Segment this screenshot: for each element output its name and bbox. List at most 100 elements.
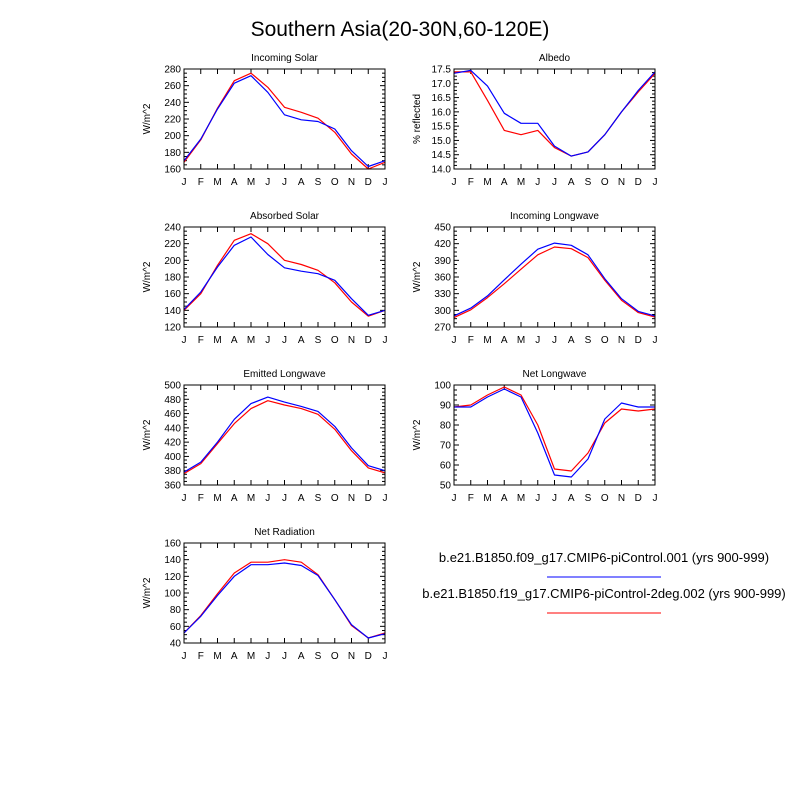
y-tick-label: 200 <box>164 256 181 267</box>
plot-frame <box>183 68 386 170</box>
x-tick-label: A <box>568 335 575 346</box>
series-line-blue <box>183 236 386 316</box>
y-tick-label: 260 <box>164 81 181 92</box>
y-tick-label: 360 <box>164 481 181 492</box>
y-tick-label: 14.0 <box>432 165 452 176</box>
x-tick-label: M <box>247 493 255 504</box>
x-tick-label: A <box>231 335 238 346</box>
y-tick-label: 440 <box>164 423 181 434</box>
x-tick-label: J <box>452 335 457 346</box>
x-tick-label: A <box>231 651 238 662</box>
x-tick-label: F <box>198 651 204 662</box>
series-line-blue <box>183 75 386 168</box>
x-tick-label: J <box>182 651 187 662</box>
plot-frame <box>453 384 656 486</box>
x-tick-label: M <box>517 335 525 346</box>
x-tick-label: D <box>365 493 372 504</box>
x-tick-label: A <box>231 493 238 504</box>
series-line-blue <box>183 396 386 473</box>
x-tick-label: F <box>198 493 204 504</box>
y-tick-label: 120 <box>164 572 181 583</box>
x-tick-label: J <box>265 177 270 188</box>
panel-title: Incoming Solar <box>251 53 318 64</box>
panel-title: Absorbed Solar <box>250 211 320 222</box>
y-axis-label: W/m^2 <box>142 103 153 134</box>
series-line-red <box>183 233 386 317</box>
y-axis-label: W/m^2 <box>142 419 153 450</box>
x-tick-label: S <box>585 335 592 346</box>
y-tick-label: 450 <box>434 223 451 234</box>
panel-absorbed-solar: Absorbed Solar W/m^2 120 140 160 180 200 220 240… <box>142 211 388 346</box>
y-tick-label: 480 <box>164 395 181 406</box>
y-tick-label: 140 <box>164 555 181 566</box>
y-tick-label: 80 <box>170 605 182 616</box>
y-tick-label: 220 <box>164 115 181 126</box>
y-tick-label: 80 <box>440 421 452 432</box>
x-tick-label: A <box>568 177 575 188</box>
y-tick-label: 15.0 <box>432 136 452 147</box>
x-tick-label: M <box>483 177 491 188</box>
y-tick-label: 160 <box>164 289 181 300</box>
y-tick-label: 100 <box>164 589 181 600</box>
x-tick-label: J <box>535 177 540 188</box>
panel-incoming-solar: Incoming Solar W/m^2 160 180 200 220 240 260 280… <box>142 53 388 188</box>
plot-frame <box>183 542 386 644</box>
x-tick-label: J <box>653 177 658 188</box>
x-tick-label: J <box>452 493 457 504</box>
panel-title: Incoming Longwave <box>510 211 599 222</box>
y-tick-label: 330 <box>434 289 451 300</box>
x-tick-label: J <box>552 335 557 346</box>
y-tick-label: 90 <box>440 401 452 412</box>
y-tick-label: 60 <box>170 622 182 633</box>
y-axis-label: W/m^2 <box>412 261 423 292</box>
y-axis-label: W/m^2 <box>142 261 153 292</box>
x-tick-label: N <box>348 493 355 504</box>
x-tick-label: A <box>568 493 575 504</box>
x-tick-label: A <box>298 177 305 188</box>
x-tick-label: M <box>517 177 525 188</box>
y-tick-label: 140 <box>164 306 181 317</box>
x-tick-label: O <box>601 177 609 188</box>
x-tick-label: O <box>331 335 339 346</box>
x-tick-label: J <box>653 335 658 346</box>
y-tick-label: 160 <box>164 539 181 550</box>
x-tick-label: M <box>483 493 491 504</box>
y-tick-label: 70 <box>440 441 452 452</box>
y-tick-label: 240 <box>164 98 181 109</box>
y-tick-label: 100 <box>434 381 451 392</box>
y-tick-label: 360 <box>434 273 451 284</box>
x-tick-label: D <box>365 177 372 188</box>
x-tick-label: N <box>348 177 355 188</box>
x-tick-label: D <box>365 651 372 662</box>
y-tick-label: 120 <box>164 323 181 334</box>
x-tick-label: J <box>653 493 658 504</box>
x-tick-label: J <box>282 493 287 504</box>
panel-title: Albedo <box>539 53 571 64</box>
x-tick-label: F <box>468 335 474 346</box>
x-tick-label: S <box>585 493 592 504</box>
panel-title: Net Longwave <box>523 369 587 380</box>
plot-frame <box>453 226 656 328</box>
plot-frame <box>453 68 656 170</box>
x-tick-label: D <box>635 335 642 346</box>
x-tick-label: S <box>315 177 322 188</box>
x-tick-label: J <box>383 651 388 662</box>
series-line-blue <box>453 242 656 317</box>
y-tick-label: 390 <box>434 256 451 267</box>
panel-incoming-longwave: Incoming Longwave W/m^2 270 300 330 360 390 420… <box>412 211 658 346</box>
x-tick-label: J <box>182 335 187 346</box>
x-tick-label: O <box>331 177 339 188</box>
x-tick-label: S <box>315 493 322 504</box>
x-tick-label: J <box>282 177 287 188</box>
x-tick-label: S <box>585 177 592 188</box>
y-tick-label: 240 <box>164 223 181 234</box>
x-tick-label: M <box>517 493 525 504</box>
x-tick-label: J <box>383 177 388 188</box>
series-line-blue <box>453 69 656 157</box>
x-tick-label: J <box>383 493 388 504</box>
figure-title: Southern Asia(20-30N,60-120E) <box>251 18 550 41</box>
x-tick-label: J <box>265 651 270 662</box>
plot-frame <box>183 226 386 328</box>
legend: b.e21.B1850.f09_g17.CMIP6-piControl.001 … <box>422 550 786 614</box>
